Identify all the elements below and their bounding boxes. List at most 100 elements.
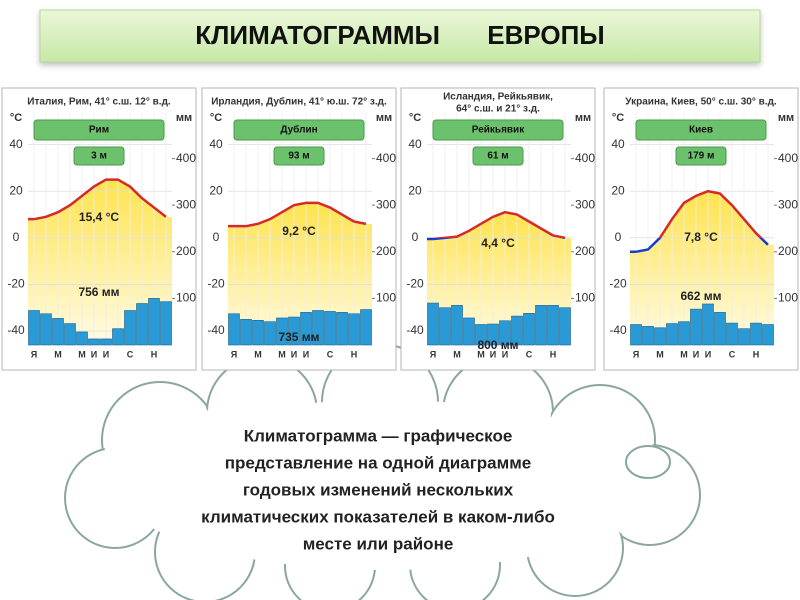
y-axis-label: °C bbox=[210, 112, 222, 124]
temperature-line bbox=[28, 178, 167, 221]
y-tick-label: 40 bbox=[408, 137, 422, 151]
precipitation-bar bbox=[148, 298, 160, 346]
precipitation-bar bbox=[750, 322, 762, 346]
y2-tick-label: 200 bbox=[575, 244, 595, 258]
y-tick-label: -40 bbox=[609, 323, 627, 337]
precipitation-bar bbox=[88, 338, 100, 346]
precipitation-bar bbox=[726, 322, 738, 346]
precipitation-bar bbox=[136, 303, 148, 346]
y2-tick-label: 200 bbox=[176, 244, 196, 258]
y-tick-label: 0 bbox=[412, 230, 419, 244]
precipitation-bar bbox=[64, 323, 76, 346]
precipitation-bar bbox=[360, 309, 372, 346]
x-tick-label: Я bbox=[231, 349, 237, 359]
precipitation-bar bbox=[487, 323, 499, 346]
x-tick-label: С bbox=[729, 349, 736, 359]
y2-axis-label: мм bbox=[376, 112, 392, 124]
chart-title: 64° с.ш. и 21° з.д. bbox=[456, 104, 540, 115]
definition-line: месте или районе bbox=[303, 534, 454, 553]
y-tick-label: 20 bbox=[611, 183, 625, 197]
x-tick-label: И bbox=[303, 349, 309, 359]
station-box bbox=[233, 119, 365, 141]
precipitation-bar bbox=[738, 328, 750, 346]
precipitation-bar bbox=[100, 338, 112, 346]
x-tick-label: Н bbox=[550, 349, 557, 359]
slide-title: КЛИМАТОГРАММЫ ЕВРОПЫ bbox=[195, 20, 604, 50]
title-bar bbox=[39, 9, 761, 63]
x-tick-label: М bbox=[477, 349, 485, 359]
x-tick-label: И bbox=[693, 349, 699, 359]
y-tick-label: -40 bbox=[207, 323, 225, 337]
y2-tick-label: 300 bbox=[376, 197, 396, 211]
station-box bbox=[33, 119, 165, 141]
precipitation-bar bbox=[702, 303, 714, 346]
station-box bbox=[635, 119, 767, 141]
y-tick-label: 40 bbox=[611, 137, 625, 151]
precipitation-bar bbox=[666, 323, 678, 346]
precipitation-bar bbox=[559, 307, 571, 346]
station-box bbox=[432, 119, 564, 141]
precipitation-bar bbox=[690, 308, 702, 346]
x-tick-label: И bbox=[705, 349, 711, 359]
precipitation-bar bbox=[630, 324, 642, 346]
y2-tick-label: 100 bbox=[176, 291, 196, 305]
y2-tick-label: 100 bbox=[575, 291, 595, 305]
temperature-line bbox=[228, 201, 367, 228]
elevation-box bbox=[472, 146, 524, 166]
chart-title: Ирландия, Дублин, 41° ю.ш. 72° з.д. bbox=[211, 96, 387, 108]
x-tick-label: И bbox=[291, 349, 297, 359]
precipitation-bar bbox=[463, 317, 475, 346]
precipitation-bar bbox=[276, 317, 288, 346]
precipitation-bar bbox=[28, 310, 40, 346]
precipitation-bar bbox=[451, 305, 463, 346]
precipitation-bar bbox=[523, 313, 535, 346]
x-tick-label: М bbox=[453, 349, 461, 359]
precipitation-bar bbox=[52, 318, 64, 346]
definition: Климатограмма — графическое представление… bbox=[201, 426, 555, 553]
x-tick-label: Я bbox=[31, 349, 37, 359]
precipitation-bar bbox=[240, 319, 252, 346]
precipitation-bar bbox=[124, 310, 136, 346]
y-tick-label: 0 bbox=[213, 230, 220, 244]
y2-tick-label: 400 bbox=[176, 151, 196, 165]
temperature-line bbox=[630, 189, 769, 254]
precipitation-bar bbox=[252, 320, 264, 346]
y-tick-label: 0 bbox=[13, 230, 20, 244]
x-tick-label: Я bbox=[633, 349, 639, 359]
precipitation-bar bbox=[439, 307, 451, 346]
x-tick-label: М bbox=[656, 349, 664, 359]
station-name: Дублин bbox=[280, 124, 317, 136]
cloud-bubble bbox=[625, 445, 671, 479]
x-tick-label: С bbox=[526, 349, 533, 359]
precipitation-bar bbox=[264, 321, 276, 346]
precipitation-bar bbox=[76, 331, 88, 346]
x-tick-label: Н bbox=[351, 349, 358, 359]
precipitation-bar bbox=[336, 312, 348, 346]
precipitation-bar bbox=[475, 324, 487, 346]
y-axis-label: °C bbox=[409, 112, 421, 124]
y-tick-label: -40 bbox=[406, 323, 424, 337]
temperature-annotation: 9,2 °C bbox=[282, 224, 316, 238]
precipitation-bar bbox=[228, 313, 240, 346]
x-tick-label: М bbox=[278, 349, 286, 359]
x-tick-label: М bbox=[254, 349, 262, 359]
x-tick-label: И bbox=[490, 349, 496, 359]
y2-tick-label: 200 bbox=[778, 244, 798, 258]
y-tick-label: 40 bbox=[209, 137, 223, 151]
precipitation-bar bbox=[312, 310, 324, 346]
y-tick-label: 20 bbox=[9, 183, 23, 197]
temperature-line bbox=[427, 210, 566, 241]
precipitation-bar bbox=[511, 315, 523, 346]
definition-line: климатических показателей в каком-либо bbox=[201, 507, 555, 526]
precipitation-bar bbox=[288, 316, 300, 346]
x-tick-label: И bbox=[91, 349, 97, 359]
precipitation-bar bbox=[160, 301, 172, 346]
station-name: Рим bbox=[89, 125, 109, 136]
y-tick-label: 0 bbox=[615, 230, 622, 244]
elevation: 93 м bbox=[288, 151, 309, 162]
x-tick-label: Н bbox=[151, 349, 158, 359]
precipitation-bar bbox=[499, 320, 511, 346]
y2-tick-label: 400 bbox=[376, 151, 396, 165]
y2-tick-label: 100 bbox=[376, 291, 396, 305]
temperature-area bbox=[427, 212, 571, 345]
